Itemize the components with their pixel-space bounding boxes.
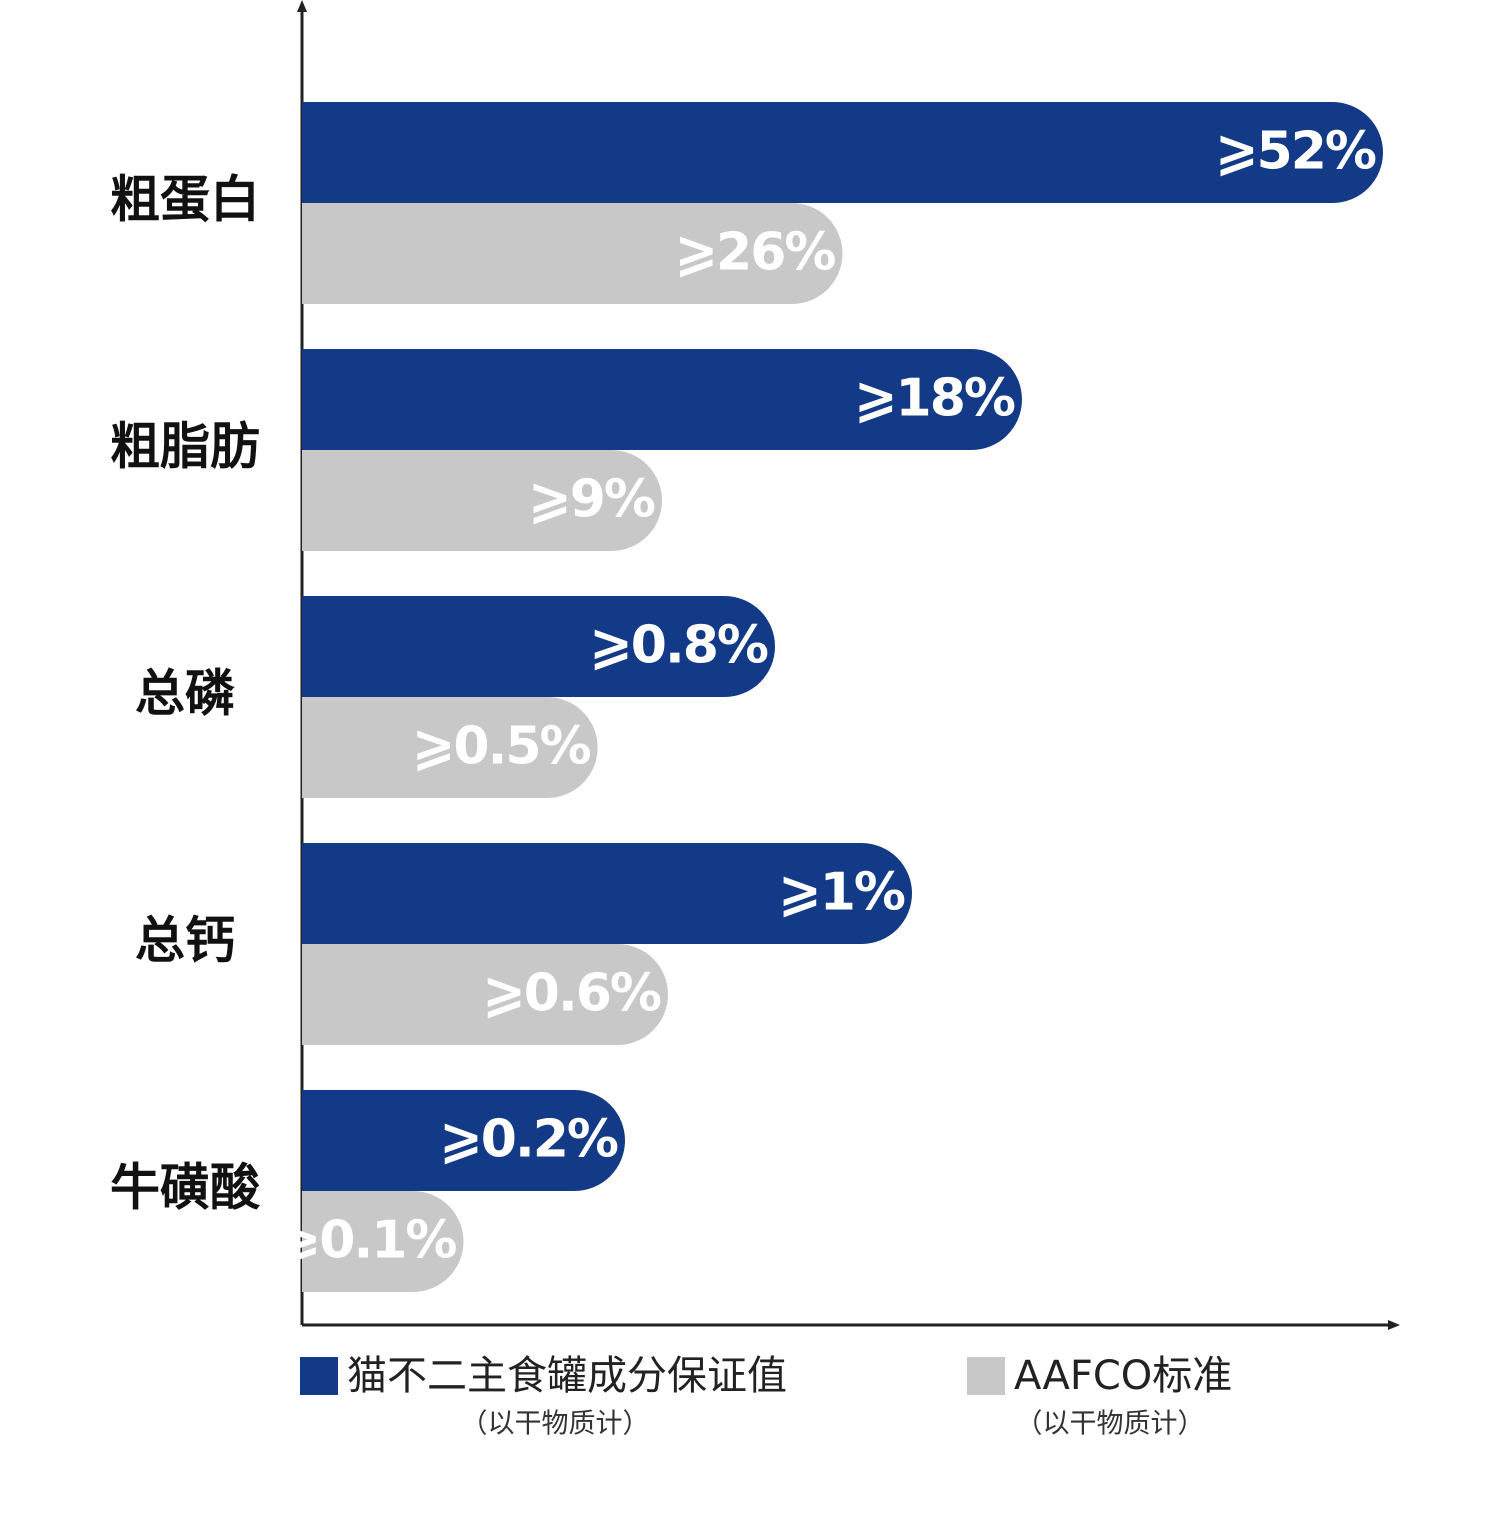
value-label: ⩾0.2% [439, 1110, 618, 1170]
category-label: 粗蛋白 [110, 171, 260, 229]
bar [302, 697, 598, 798]
value-label: ⩾0.8% [589, 616, 768, 676]
value-label: ⩾18% [854, 369, 1015, 429]
bar [302, 1191, 464, 1292]
category-label: 粗脂肪 [110, 418, 260, 476]
legend-note: （以干物质计） [1016, 1409, 1205, 1440]
legend-note: （以干物质计） [461, 1409, 650, 1440]
value-label: ⩾1% [778, 863, 905, 923]
legend-swatch [967, 1357, 1005, 1395]
value-label: ⩾9% [528, 470, 655, 530]
y-axis-arrow [297, 0, 307, 12]
bar [302, 843, 912, 944]
value-label: ⩾0.5% [412, 717, 591, 777]
category-label: 总钙 [135, 912, 235, 970]
bar [302, 1090, 625, 1191]
legend-label: AAFCO标准 [1014, 1353, 1232, 1399]
legend-swatch [300, 1357, 338, 1395]
bar [302, 102, 1383, 203]
legend-label: 猫不二主食罐成分保证值 [347, 1353, 787, 1399]
x-axis-arrow [1388, 1320, 1400, 1330]
category-label: 牛磺酸 [110, 1159, 261, 1217]
bar [302, 349, 1022, 450]
bar [302, 450, 662, 551]
bar [302, 944, 668, 1045]
category-label: 总磷 [135, 665, 235, 723]
value-label: ⩾0.6% [482, 964, 661, 1024]
bar [302, 203, 843, 304]
value-label: ⩾0.1% [278, 1211, 457, 1271]
value-label: ⩾52% [1215, 122, 1376, 182]
value-label: ⩾26% [674, 223, 835, 283]
bar [302, 596, 775, 697]
